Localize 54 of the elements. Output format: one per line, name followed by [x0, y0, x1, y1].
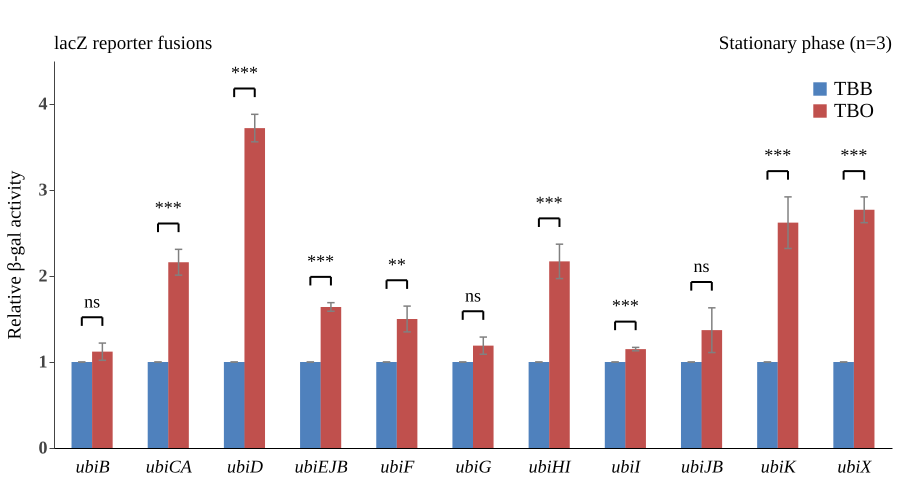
- bar: [396, 319, 418, 448]
- bar: [376, 362, 397, 448]
- bar: [72, 362, 92, 448]
- x-tick-label: ubiX: [837, 456, 872, 476]
- bar: [680, 362, 702, 448]
- bar: [452, 362, 473, 448]
- bar: [320, 306, 342, 448]
- x-tick-label: ubiD: [226, 456, 263, 476]
- y-axis-title: Relative β-gal activity: [4, 170, 26, 340]
- bar: [778, 222, 798, 448]
- bar: [224, 362, 244, 448]
- bar: [148, 362, 168, 448]
- x-tick-label: ubiJB: [681, 456, 724, 476]
- annotation: ns: [464, 285, 482, 306]
- bar: [168, 262, 189, 448]
- bar: [702, 330, 722, 448]
- bar: [549, 261, 570, 448]
- chart-subtitle: Stationary phase (n=3): [718, 33, 892, 54]
- annotation: ***: [154, 198, 182, 218]
- legend-label: TBO: [834, 100, 874, 122]
- annotation: ***: [307, 250, 334, 271]
- bar: [833, 362, 854, 448]
- x-tick-label: ubiHI: [528, 456, 572, 476]
- annotation: ***: [536, 192, 563, 212]
- bar: [854, 210, 874, 448]
- x-tick-label: ubiCA: [146, 456, 193, 476]
- annotation: ***: [230, 62, 258, 83]
- annotation: **: [388, 254, 406, 274]
- legend-label: TBB: [834, 78, 873, 100]
- x-tick-label: ubiG: [456, 456, 492, 476]
- annotation: ***: [612, 296, 639, 316]
- x-tick-label: ubiI: [611, 456, 642, 476]
- bar: [473, 346, 494, 448]
- y-tick-label: 4: [38, 94, 48, 114]
- y-tick-label: 0: [38, 438, 48, 458]
- bar: [244, 128, 266, 448]
- y-tick-label: 3: [38, 180, 48, 200]
- bar: [625, 349, 646, 448]
- bar: [300, 362, 321, 448]
- y-tick-label: 1: [38, 352, 48, 372]
- bar: [528, 362, 550, 448]
- bar: [604, 362, 626, 448]
- annotation: ***: [764, 145, 792, 166]
- x-tick-label: ubiB: [76, 456, 110, 476]
- bar: [757, 362, 778, 448]
- annotation: ns: [84, 291, 100, 312]
- x-tick-label: ubiK: [760, 456, 797, 476]
- bar: [92, 352, 113, 448]
- y-tick-label: 2: [38, 266, 48, 286]
- chart-title: lacZ reporter fusions: [54, 33, 212, 54]
- annotation: ***: [840, 145, 868, 166]
- x-tick-label: ubiF: [380, 456, 416, 476]
- x-tick-label: ubiEJB: [294, 456, 348, 476]
- annotation: ns: [694, 256, 710, 276]
